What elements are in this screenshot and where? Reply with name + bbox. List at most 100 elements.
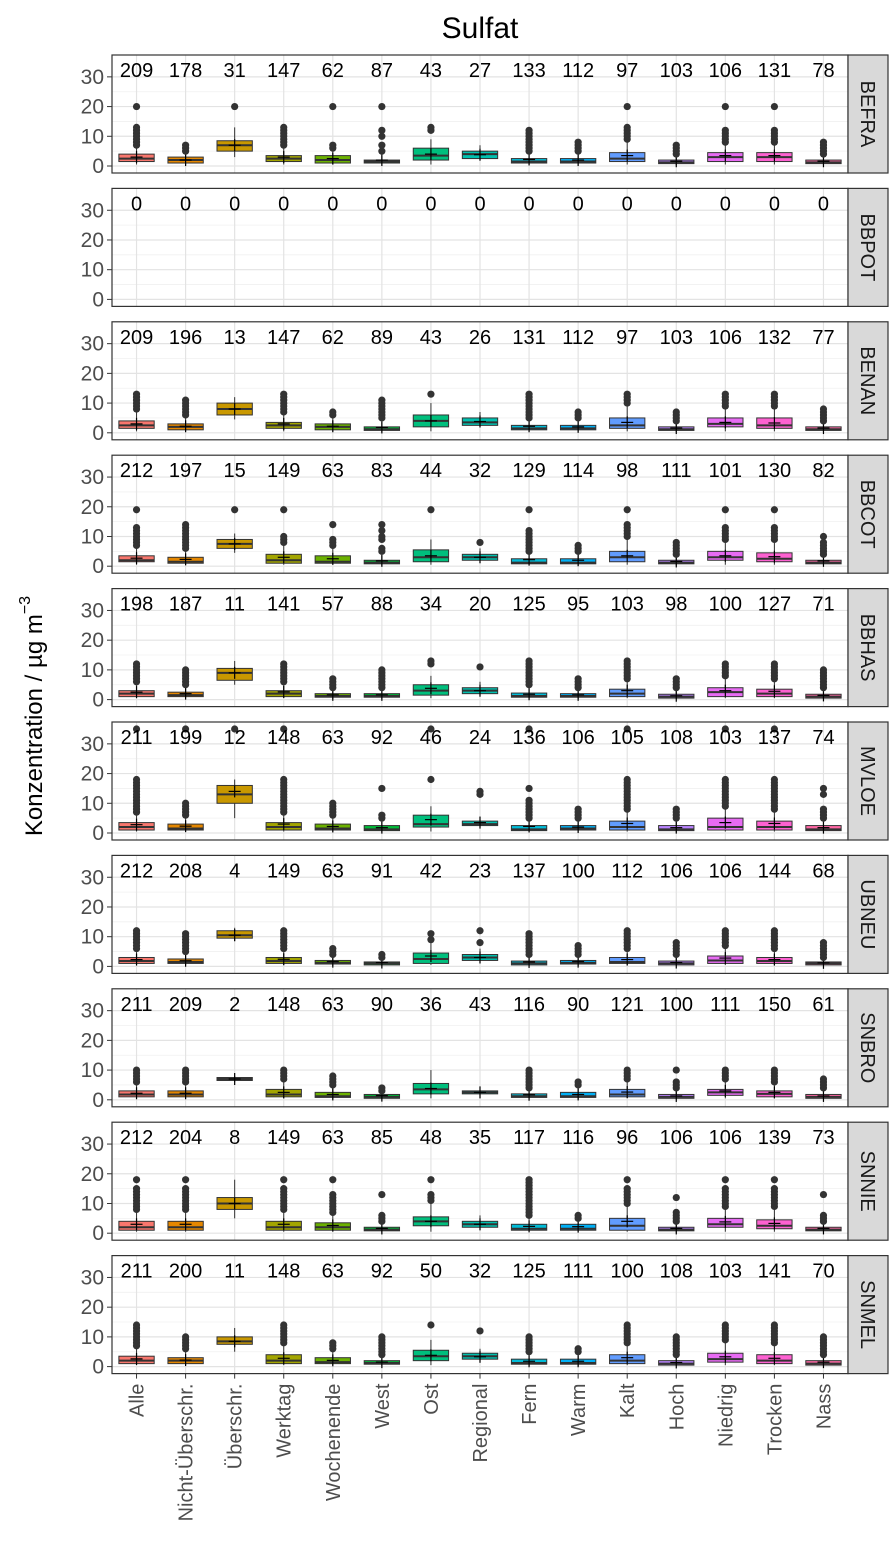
box-4 xyxy=(314,102,351,165)
outlier-point xyxy=(770,523,779,532)
outlier-point xyxy=(721,1321,729,1329)
outlier-point xyxy=(329,1190,337,1199)
count-label: 111 xyxy=(563,1261,593,1283)
facet-strip-label: MVLOE xyxy=(856,746,878,816)
outlier-point xyxy=(427,775,435,784)
outlier-point xyxy=(770,660,779,668)
box-13 xyxy=(756,506,793,565)
box-12 xyxy=(707,1321,744,1366)
count-label: 197 xyxy=(169,460,202,482)
count-label: 63 xyxy=(322,1261,344,1283)
facet-strip xyxy=(847,321,889,441)
outlier-point xyxy=(280,775,288,784)
count-label: 61 xyxy=(812,994,834,1016)
box-7 xyxy=(461,787,499,829)
count-label: 196 xyxy=(169,327,202,349)
facet-panel-snbro: 0 10 20 30 211 209 2 148 63 90 36 43 116 90 121 100 111 1… xyxy=(81,988,889,1112)
count-label: 212 xyxy=(120,1127,153,1149)
count-label: 15 xyxy=(224,460,246,482)
outlier-point xyxy=(476,939,484,947)
box-14 xyxy=(805,405,842,435)
box-11 xyxy=(658,1066,695,1102)
y-tick-label: 20 xyxy=(81,362,104,385)
count-label: 89 xyxy=(371,327,393,349)
outlier-point xyxy=(819,805,828,813)
box-14 xyxy=(805,939,842,969)
box-9 xyxy=(559,805,597,834)
outlier-point xyxy=(623,1066,631,1074)
count-label: 106 xyxy=(709,1127,742,1149)
count-label: 62 xyxy=(322,60,344,82)
facet-strip xyxy=(847,854,889,975)
box-11 xyxy=(658,805,695,834)
y-axis-label-text: Konzentration / µg m xyxy=(21,614,48,836)
box-5 xyxy=(363,396,401,434)
outlier-point xyxy=(329,521,337,529)
count-label: 95 xyxy=(567,594,589,616)
outlier-point xyxy=(378,532,386,541)
count-label: 212 xyxy=(120,460,153,482)
count-label: 108 xyxy=(660,1261,693,1283)
count-label: 127 xyxy=(758,594,791,616)
outlier-point xyxy=(280,1066,288,1074)
count-label: 130 xyxy=(758,460,791,482)
box-5 xyxy=(363,1084,401,1102)
box-8 xyxy=(510,657,548,701)
outlier-point xyxy=(721,523,729,532)
count-label: 116 xyxy=(562,1127,594,1149)
count-label: 4 xyxy=(229,860,240,882)
count-label: 106 xyxy=(709,860,742,882)
outlier-point xyxy=(132,660,141,668)
outlier-point xyxy=(623,102,631,111)
facet-panel-snmel: 0 10 20 30 211 200 11 148 63 92 50 32 125 111 100 108 10… xyxy=(81,1254,889,1379)
box-3 xyxy=(265,123,302,165)
count-label: 11 xyxy=(224,1261,245,1283)
outlier-point xyxy=(427,123,435,131)
outlier-point xyxy=(378,396,386,404)
count-label: 100 xyxy=(660,994,693,1016)
outlier-point xyxy=(574,1345,582,1353)
box-13 xyxy=(756,725,793,832)
count-label: 150 xyxy=(758,994,791,1016)
box-14 xyxy=(805,1190,842,1235)
outlier-point xyxy=(672,408,680,416)
facet-strip-label: BBHAS xyxy=(856,614,878,682)
outlier-point xyxy=(770,725,779,733)
outlier-point xyxy=(770,1185,779,1193)
count-label: 137 xyxy=(512,860,545,882)
outlier-point xyxy=(280,506,288,514)
outlier-point xyxy=(329,1339,337,1347)
outlier-point xyxy=(329,102,337,111)
count-label: 83 xyxy=(371,460,393,482)
outlier-point xyxy=(819,939,828,947)
outlier-point xyxy=(574,942,582,950)
outlier-point xyxy=(819,790,828,798)
count-label: 78 xyxy=(812,60,834,82)
outlier-point xyxy=(231,725,239,733)
count-label: 97 xyxy=(616,60,638,82)
count-label: 48 xyxy=(420,1127,442,1149)
count-label: 114 xyxy=(562,460,594,482)
box-12 xyxy=(707,1176,744,1232)
outlier-point xyxy=(378,1333,386,1341)
outlier-point xyxy=(525,725,533,733)
box-11 xyxy=(658,538,695,568)
box-1 xyxy=(167,141,204,167)
box-7 xyxy=(461,663,499,697)
x-tick-label: Wochenende xyxy=(323,1384,345,1502)
count-label: 31 xyxy=(224,60,246,82)
box-8 xyxy=(510,126,548,166)
outlier-point xyxy=(672,141,680,149)
y-tick-label: 30 xyxy=(81,1133,104,1156)
y-tick-label: 10 xyxy=(81,926,104,949)
box-10 xyxy=(609,927,646,966)
outlier-point xyxy=(721,390,729,398)
facet-strip-label: SNBRO xyxy=(856,1012,878,1083)
count-label: 57 xyxy=(322,594,344,616)
count-label: 98 xyxy=(665,594,687,616)
outlier-point xyxy=(182,1066,190,1074)
outlier-point xyxy=(672,805,680,813)
count-label: 106 xyxy=(709,327,742,349)
outlier-point xyxy=(672,939,680,947)
box-13 xyxy=(756,390,793,432)
